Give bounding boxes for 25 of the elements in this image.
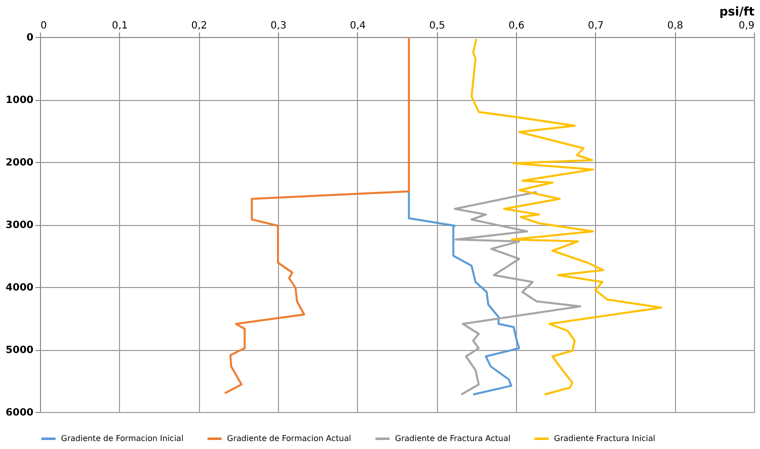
x-tick-label: 0,3 <box>270 20 286 32</box>
legend-label: Gradiente Fractura Inicial <box>554 434 656 443</box>
x-tick-label: 0 <box>40 20 47 32</box>
line-series <box>470 38 662 396</box>
y-tick-label: 0 <box>26 32 34 44</box>
x-tick-label: 0,1 <box>112 20 128 32</box>
legend-label: Gradiente de Formacion Inicial <box>61 434 184 443</box>
line-series <box>408 191 520 396</box>
x-tick-label: 0,2 <box>191 20 208 32</box>
legend-label: Gradiente de Fractura Actual <box>395 434 510 443</box>
legend-label: Gradiente de Formacion Actual <box>227 434 352 443</box>
x-tick-label: 0,9 <box>738 20 754 32</box>
x-tick-label: 0,8 <box>667 20 684 32</box>
y-tick-label: 3000 <box>6 220 34 231</box>
y-tick-label: 2000 <box>6 158 34 168</box>
y-tick-label: 4000 <box>6 282 34 294</box>
y-tick-label: 5000 <box>6 345 34 356</box>
x-tick-label: 0,5 <box>429 20 446 32</box>
x-tick-label: 0,4 <box>350 20 366 32</box>
y-tick-label: 1000 <box>6 95 34 106</box>
line-series <box>224 36 410 394</box>
y-tick-label: 6000 <box>6 408 34 418</box>
x-tick-label: 0,6 <box>508 20 524 32</box>
x-tick-label: 0,7 <box>588 20 604 32</box>
x-axis-title: psi/ft <box>719 4 755 18</box>
